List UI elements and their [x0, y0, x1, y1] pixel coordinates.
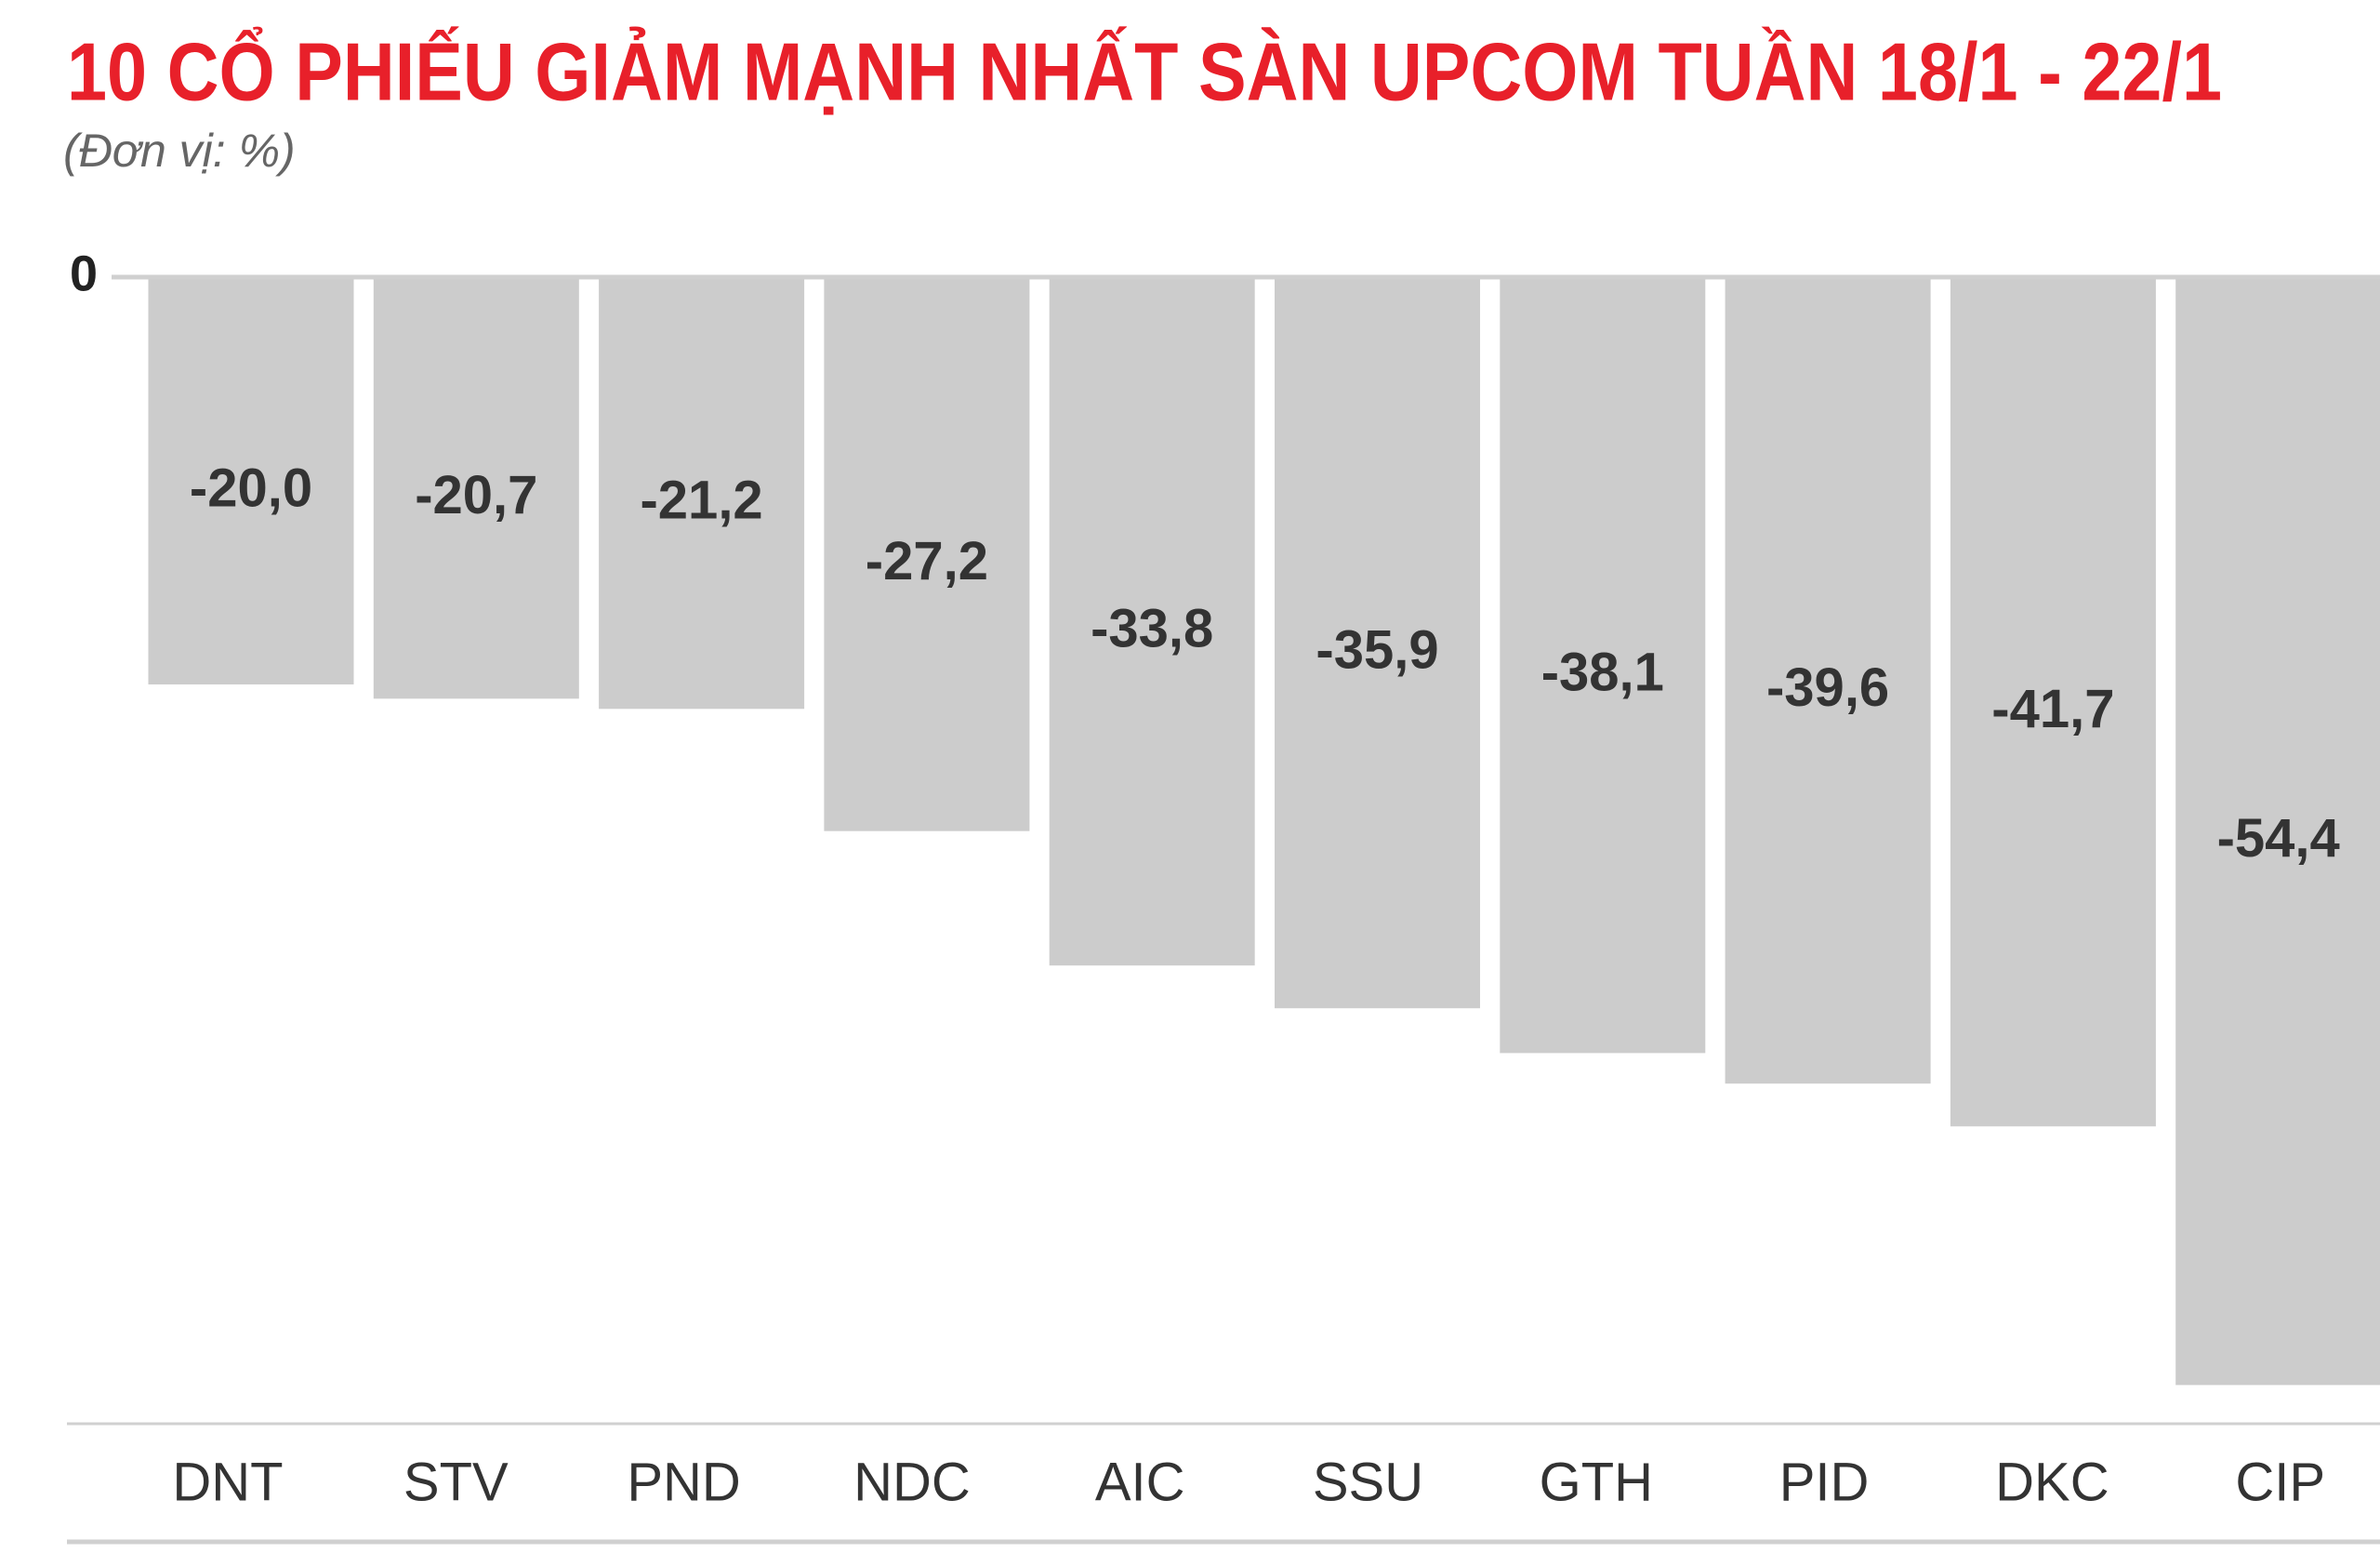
- value-label: -35,9: [1316, 619, 1438, 680]
- bar: [1500, 277, 1706, 1054]
- bar: [1275, 277, 1480, 1009]
- y-tick-label: 0: [70, 246, 98, 301]
- bar: [824, 277, 1030, 831]
- x-tick-label: SSU: [1313, 1452, 1423, 1512]
- chart-title: 10 CỔ PHIẾU GIẢM MẠNH NHẤT SÀN UPCOM TUẦ…: [67, 25, 2222, 117]
- x-tick-label: CIP: [2235, 1452, 2325, 1512]
- bar: [1049, 277, 1255, 966]
- bar: [2175, 277, 2380, 1386]
- value-label: -33,8: [1091, 598, 1213, 658]
- value-label: -54,4: [2217, 808, 2340, 869]
- bar: [148, 277, 354, 685]
- x-tick-label: DNT: [172, 1452, 283, 1512]
- value-label: -41,7: [1991, 679, 2114, 739]
- x-tick-label: DKC: [1995, 1452, 2109, 1512]
- bar: [373, 277, 579, 699]
- x-tick-label: GTH: [1540, 1452, 1653, 1512]
- value-label: -27,2: [866, 531, 988, 591]
- bar: [1725, 277, 1931, 1084]
- x-tick-label: PND: [627, 1452, 740, 1512]
- value-label: -21,2: [640, 470, 762, 530]
- bar: [1950, 277, 2156, 1127]
- x-tick-label: STV: [403, 1452, 509, 1512]
- x-tick-label: NDC: [853, 1452, 971, 1512]
- value-label: -38,1: [1541, 643, 1664, 703]
- bar: [599, 277, 805, 710]
- x-tick-label: AIC: [1095, 1452, 1185, 1512]
- chart-subtitle: (Đơn vị: %): [63, 125, 296, 177]
- value-label: -39,6: [1766, 657, 1889, 718]
- x-tick-label: PID: [1779, 1452, 1870, 1512]
- value-label: -20,0: [190, 458, 312, 518]
- value-label: -20,7: [415, 465, 537, 525]
